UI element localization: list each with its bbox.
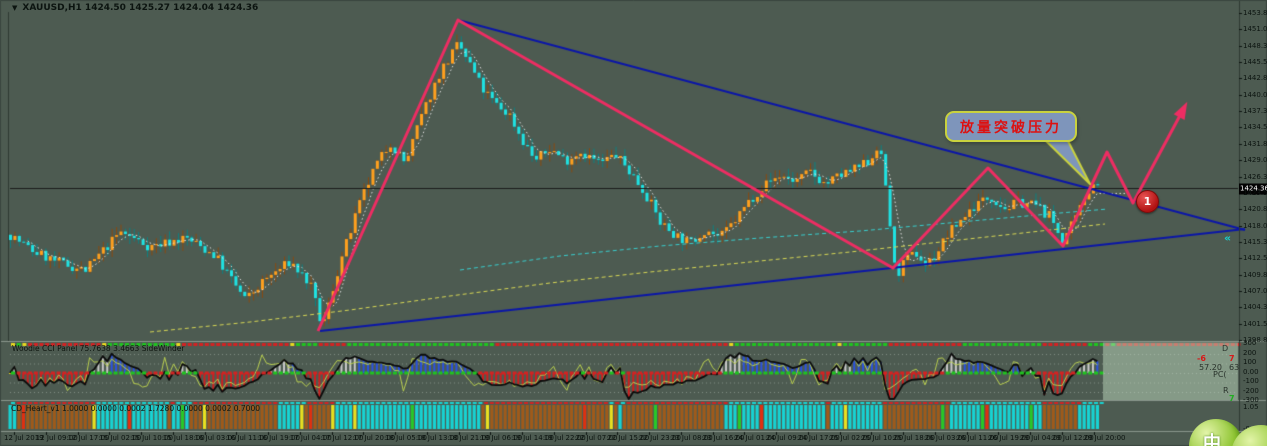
time-axis-label: 25 Jul 02:00 bbox=[829, 434, 872, 442]
time-axis-label: 26 Jul 19:00 bbox=[988, 434, 1031, 442]
time-axis-label: 22 Jul 15:00 bbox=[607, 434, 650, 442]
time-axis-label: 29 Jul 12:00 bbox=[1051, 434, 1094, 442]
time-axis-label: 18 Jul 13:00 bbox=[416, 434, 459, 442]
woodies-readout: 57.20 bbox=[1199, 363, 1222, 372]
price-axis-label: 1407.05 bbox=[1243, 286, 1267, 295]
symbol-quote-text: XAUUSD,H1 1424.50 1425.27 1424.04 1424.3… bbox=[22, 3, 259, 13]
woodies-scale-label: -100 bbox=[1243, 377, 1259, 385]
time-axis-label: 12 Jul 17:00 bbox=[67, 434, 110, 442]
price-axis-label: 1426.30 bbox=[1243, 172, 1267, 181]
woodies-scale-label: -300 bbox=[1243, 396, 1259, 404]
breakout-callout[interactable]: 放量突破压力 bbox=[945, 111, 1077, 142]
price-level-marker-icon: « bbox=[1224, 231, 1232, 245]
time-axis-label: 19 Jul 14:00 bbox=[512, 434, 554, 442]
time-axis-label: 24 Jul 17:00 bbox=[797, 434, 840, 442]
time-axis-label: 16 Jul 11:00 bbox=[226, 434, 269, 442]
time-axis-label: 19 Jul 06:00 bbox=[480, 434, 523, 442]
time-axis-label: 23 Jul 08:00 bbox=[670, 434, 713, 442]
time-axis-label: 18 Jul 21:00 bbox=[448, 434, 491, 442]
time-axis-label: 15 Jul 18:00 bbox=[162, 434, 205, 442]
time-axis-label: 29 Jul 20:00 bbox=[1083, 434, 1126, 442]
price-axis-label: 1437.30 bbox=[1243, 107, 1267, 116]
price-axis-label: 1429.05 bbox=[1243, 156, 1267, 165]
time-axis-label: 29 Jul 04:00 bbox=[1020, 434, 1062, 442]
time-axis-label: 15 Jul 02:00 bbox=[99, 434, 142, 442]
time-axis-label: 15 Jul 10:00 bbox=[131, 434, 173, 442]
price-axis-label: 1420.80 bbox=[1243, 205, 1267, 214]
woodies-readout: 7 bbox=[1229, 394, 1235, 403]
time-axis-label: 26 Jul 03:00 bbox=[924, 434, 967, 442]
woodies-readout: R bbox=[1223, 386, 1229, 395]
price-axis-label: 1440.05 bbox=[1243, 90, 1267, 99]
price-axis-label: 1448.30 bbox=[1243, 41, 1267, 50]
time-axis-label: 26 Jul 11:00 bbox=[956, 434, 999, 442]
time-axis-label: 12 Jul 09:00 bbox=[35, 434, 78, 442]
time-axis-label: 22 Jul 23:00 bbox=[639, 434, 681, 442]
price-axis-label: 1445.55 bbox=[1243, 58, 1267, 67]
price-axis-label: 1451.05 bbox=[1243, 25, 1267, 34]
time-axis-label: 18 Jul 05:00 bbox=[385, 434, 427, 442]
time-axis-label: 25 Jul 18:00 bbox=[893, 434, 935, 442]
woodies-readout: D bbox=[1222, 344, 1229, 353]
woodies-readout: -6 bbox=[1197, 354, 1206, 363]
price-axis-label: 1398.80 bbox=[1243, 336, 1267, 344]
breakout-callout-text: 放量突破压力 bbox=[960, 119, 1062, 136]
woodies-readout: 63 bbox=[1229, 363, 1240, 372]
wave-1-badge[interactable]: 1 bbox=[1136, 190, 1159, 213]
price-axis-label: 1412.55 bbox=[1243, 254, 1267, 263]
price-axis-label: 1415.30 bbox=[1243, 237, 1267, 246]
current-price-box: 1424.36 bbox=[1239, 183, 1267, 195]
time-axis-label: 19 Jul 22:00 bbox=[543, 434, 586, 442]
price-axis-label: 1434.55 bbox=[1243, 123, 1267, 132]
woodies-scale-label: 100 bbox=[1243, 358, 1257, 366]
woodies-readout: 7 bbox=[1229, 354, 1235, 363]
price-axis-label: 1418.05 bbox=[1243, 221, 1267, 230]
watermark-character: 中 bbox=[1203, 433, 1221, 446]
time-axis-label: 17 Jul 04:00 bbox=[289, 434, 332, 442]
time-axis-label: 24 Jul 01:00 bbox=[734, 434, 777, 442]
collapse-arrow-icon[interactable]: ▼ bbox=[12, 4, 18, 12]
time-axis-label: 16 Jul 19:00 bbox=[258, 434, 300, 442]
cd-heart-label: CD_Heart_v1 1.0000 0.0000 0.0002 1.7280 … bbox=[11, 404, 260, 413]
time-axis-label: 16 Jul 03:00 bbox=[194, 434, 237, 442]
woodies-scale-label: 0.00 bbox=[1243, 367, 1259, 376]
price-axis-label: 1423.55 bbox=[1243, 188, 1267, 197]
woodies-readout: PC( bbox=[1213, 370, 1227, 379]
symbol-title: ▼ XAUUSD,H1 1424.50 1425.27 1424.04 1424… bbox=[12, 3, 258, 13]
woodies-cci-label: Woodie CCI Panel 75.7638 3.4663 SideWind… bbox=[12, 344, 185, 353]
time-axis-label: 17 Jul 12:00 bbox=[321, 434, 364, 442]
time-axis-label: 22 Jul 07:00 bbox=[575, 434, 618, 442]
woodies-scale-label: 200 bbox=[1243, 348, 1257, 357]
price-axis-label: 1453.80 bbox=[1243, 9, 1267, 17]
watermark-logo: 中 bbox=[1183, 413, 1267, 446]
time-axis-label: 24 Jul 09:00 bbox=[766, 434, 808, 442]
time-axis-label: 23 Jul 16:00 bbox=[702, 434, 745, 442]
time-axis-label: 25 Jul 10:00 bbox=[861, 434, 904, 442]
woodies-scale-label: 300 bbox=[1243, 339, 1257, 347]
price-axis-label: 1442.80 bbox=[1243, 74, 1267, 83]
woodies-scale-label: -200 bbox=[1243, 386, 1259, 395]
price-axis-label: 1431.80 bbox=[1243, 139, 1267, 148]
time-axis-label: 17 Jul 20:00 bbox=[353, 434, 396, 442]
price-axis-label: 1404.30 bbox=[1243, 303, 1267, 312]
time-axis-label: 12 Jul 2019 bbox=[4, 434, 44, 442]
price-axis-label: 1401.55 bbox=[1243, 319, 1267, 328]
cd-scale-label: 1.05 bbox=[1243, 403, 1259, 411]
price-axis-label: 1409.80 bbox=[1243, 270, 1267, 279]
